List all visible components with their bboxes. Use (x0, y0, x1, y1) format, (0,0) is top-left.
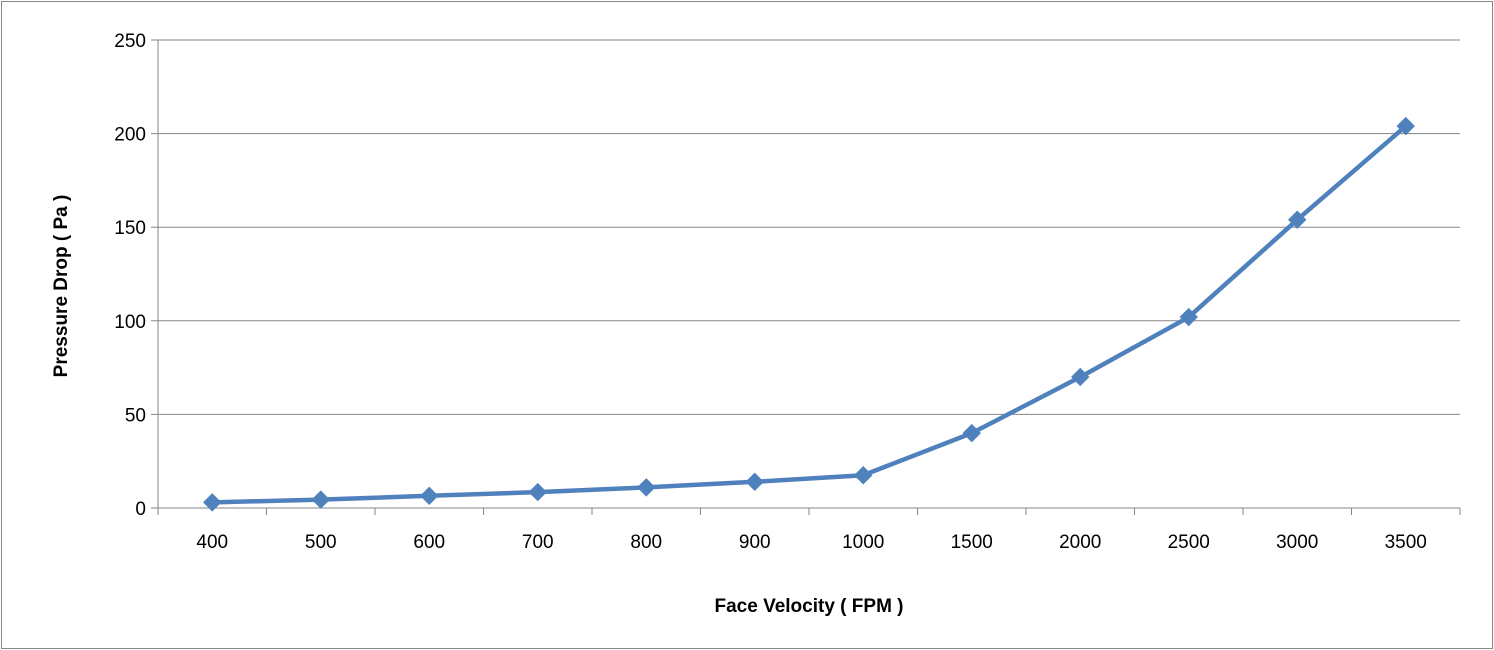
data-point-1500 (962, 423, 981, 443)
axes (151, 39, 1461, 515)
x-tick-label: 400 (196, 532, 228, 553)
x-tick-label: 1500 (951, 532, 993, 553)
series (203, 116, 1415, 512)
y-tick-label: 150 (114, 218, 146, 239)
data-point-1000 (854, 466, 873, 485)
series-line-0 (210, 123, 1409, 505)
x-tick-label: 2000 (1059, 532, 1101, 553)
x-tick-label: 2500 (1168, 532, 1210, 553)
data-point-900 (745, 472, 764, 491)
data-point-500 (311, 490, 330, 509)
data-point-700 (528, 482, 547, 502)
gridlines (158, 39, 1460, 415)
data-point-2500 (1179, 307, 1198, 327)
data-point-800 (637, 478, 656, 497)
data-point-600 (420, 486, 439, 506)
y-axis-title: Pressure Drop ( Pa ) (51, 195, 72, 378)
x-tick-label: 800 (630, 532, 662, 553)
data-point-3000 (1288, 210, 1307, 229)
x-tick-label: 600 (413, 532, 445, 553)
data-point-3500 (1396, 116, 1415, 136)
data-point-400 (203, 493, 222, 512)
y-tick-labels: 0 50 100 150 200 250 (114, 31, 146, 520)
y-tick-label: 200 (114, 125, 146, 146)
x-tick-label: 700 (522, 532, 554, 553)
y-tick-label: 250 (114, 31, 146, 52)
x-tick-label: 3000 (1276, 532, 1318, 553)
y-tick-label: 50 (125, 405, 146, 426)
x-tick-labels: 400 500 600 700 800 900 1000 1500 2000 2500 3000 35… (196, 532, 1426, 553)
x-axis-title: Face Velocity ( FPM ) (715, 596, 904, 617)
x-tick-label: 900 (739, 532, 771, 553)
x-tick-label: 3500 (1385, 532, 1427, 553)
x-tick-label: 1000 (842, 532, 884, 553)
x-tick-label: 500 (305, 532, 337, 553)
y-tick-label: 0 (135, 499, 146, 520)
y-tick-label: 100 (114, 312, 146, 333)
data-point-2000 (1071, 367, 1090, 387)
